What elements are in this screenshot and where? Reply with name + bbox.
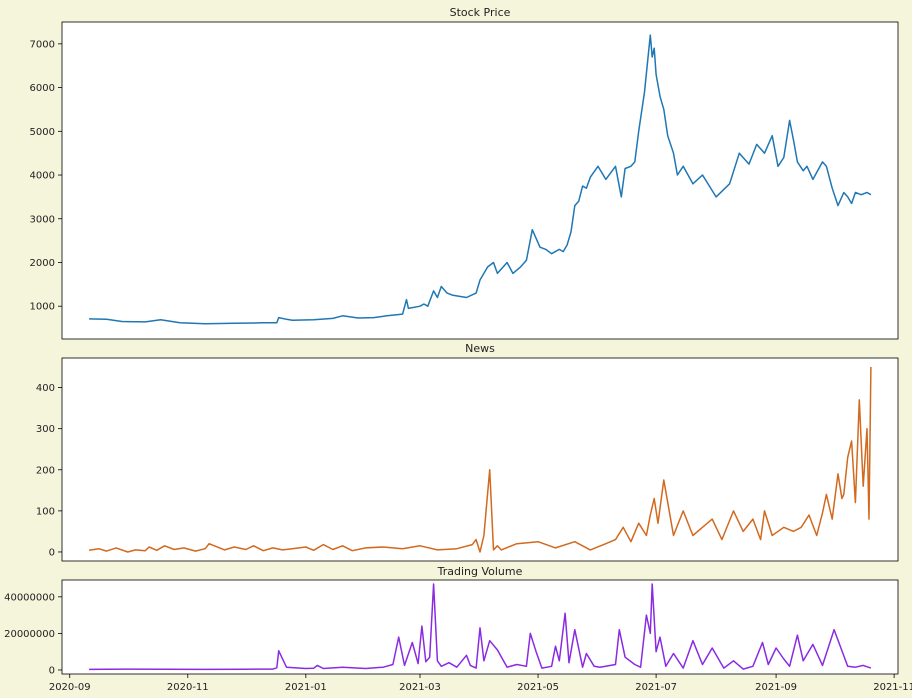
panel-stock-price: Stock Price 1000 2000 3000 4000 5000 6000 7000 — [30, 6, 899, 340]
trading-volume-axes — [61, 579, 899, 675]
stock-price-ytick-label: 2000 — [30, 258, 55, 269]
xtick-label: 2021-11 — [873, 682, 912, 693]
xtick-label: 2021-03 — [399, 682, 441, 693]
xtick-label: 2020-09 — [49, 682, 91, 693]
news-ytick-label: 400 — [36, 383, 55, 394]
trading-volume-y-axis: 0 20000000 40000000 — [4, 592, 62, 676]
stock-price-title: Stock Price — [450, 6, 511, 19]
stock-price-axes — [61, 21, 899, 340]
trading-volume-ytick-label: 20000000 — [4, 629, 55, 640]
shared-x-axis: 2020-09 2020-11 2021-01 2021-03 2021-05 2021-… — [49, 674, 912, 693]
news-ytick-label: 0 — [49, 547, 55, 558]
xtick-label: 2021-01 — [285, 682, 327, 693]
stock-price-ytick-label: 3000 — [30, 214, 55, 225]
trading-volume-line — [89, 583, 872, 671]
trading-volume-ytick-label: 40000000 — [4, 592, 55, 603]
news-title: News — [465, 342, 495, 355]
news-axes — [61, 357, 899, 562]
stock-price-ytick-label: 6000 — [30, 83, 55, 94]
news-ytick-label: 200 — [36, 465, 55, 476]
xtick-label: 2020-11 — [167, 682, 209, 693]
stock-price-line — [89, 34, 872, 325]
panel-news: News 0 100 200 300 400 — [36, 342, 899, 562]
stock-price-y-axis: 1000 2000 3000 4000 5000 6000 7000 — [30, 39, 62, 313]
news-ytick-label: 100 — [36, 506, 55, 517]
stock-price-ytick-label: 1000 — [30, 302, 55, 313]
xtick-label: 2021-05 — [517, 682, 559, 693]
xtick-label: 2021-09 — [755, 682, 797, 693]
news-ytick-label: 300 — [36, 424, 55, 435]
news-y-axis: 0 100 200 300 400 — [36, 383, 62, 558]
stock-price-ytick-label: 4000 — [30, 171, 55, 182]
stock-price-ytick-label: 5000 — [30, 127, 55, 138]
trading-volume-ytick-label: 0 — [49, 665, 55, 676]
stock-price-ytick-label: 7000 — [30, 39, 55, 50]
trading-volume-title: Trading Volume — [437, 565, 523, 578]
panel-trading-volume: Trading Volume 0 20000000 40000000 2020-09… — [4, 565, 912, 693]
xtick-label: 2021-07 — [635, 682, 677, 693]
news-line — [88, 366, 872, 553]
